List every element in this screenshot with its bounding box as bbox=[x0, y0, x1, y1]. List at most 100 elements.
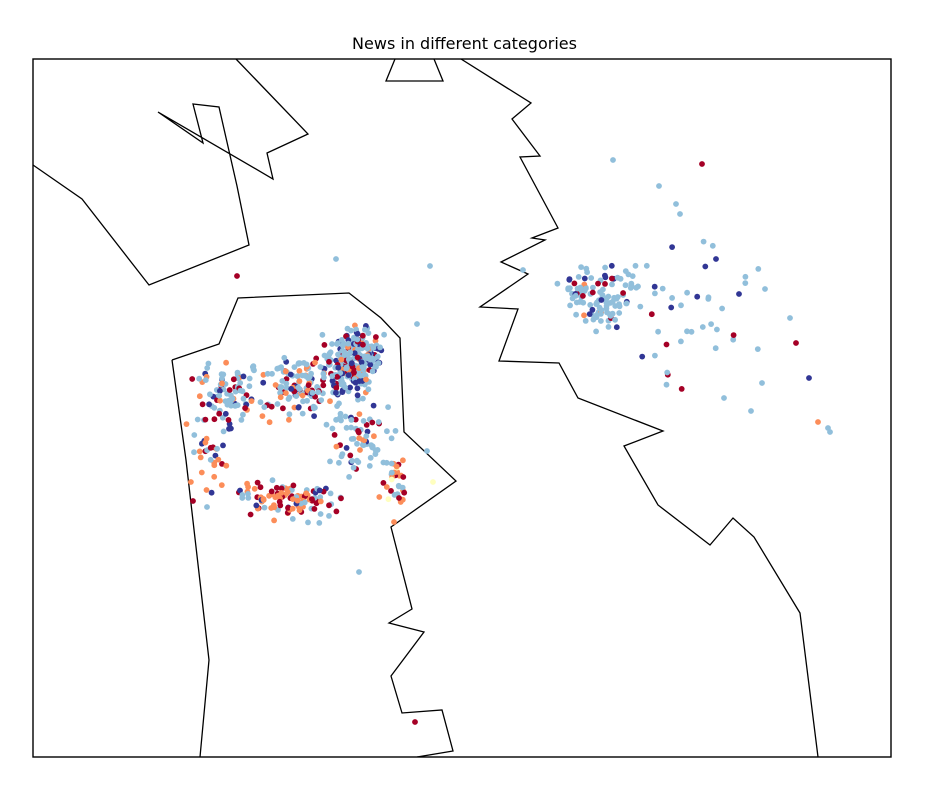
scatter-point bbox=[234, 369, 241, 376]
scatter-point bbox=[424, 448, 430, 454]
scatter-point bbox=[577, 284, 584, 291]
scatter-point bbox=[354, 331, 361, 337]
scatter-point bbox=[616, 303, 623, 310]
scatter-point bbox=[730, 332, 737, 338]
scatter-point bbox=[286, 411, 293, 418]
scatter-point bbox=[296, 368, 303, 374]
scatter-point bbox=[219, 380, 225, 387]
scatter-point bbox=[311, 413, 317, 419]
scatter-point bbox=[333, 508, 340, 515]
scatter-point bbox=[400, 474, 407, 480]
scatter-point bbox=[602, 264, 608, 271]
scatter-point bbox=[333, 443, 340, 450]
scatter-point bbox=[385, 404, 391, 410]
scatter-point bbox=[261, 504, 268, 511]
scatter-point bbox=[606, 311, 613, 317]
scatter-point bbox=[580, 293, 586, 299]
scatter-point bbox=[226, 397, 232, 404]
scatter-point bbox=[637, 303, 644, 310]
scatter-point bbox=[266, 492, 272, 499]
scatter-point bbox=[240, 411, 246, 418]
scatter-point bbox=[628, 280, 635, 287]
scatter-point bbox=[719, 305, 725, 312]
scatter-point bbox=[329, 373, 336, 379]
scatter-point bbox=[289, 505, 296, 512]
scatter-point bbox=[338, 417, 344, 424]
scatter-point bbox=[583, 285, 589, 292]
scatter-point bbox=[208, 489, 215, 496]
scatter-point bbox=[342, 384, 348, 391]
scatter-point bbox=[354, 336, 361, 343]
scatter-point bbox=[368, 442, 374, 448]
scatter-point bbox=[614, 294, 621, 300]
scatter-point bbox=[295, 404, 302, 411]
scatter-point bbox=[430, 479, 436, 485]
scatter-point bbox=[590, 316, 597, 323]
scatter-point bbox=[623, 300, 630, 307]
scatter-point bbox=[247, 511, 254, 518]
scatter-point bbox=[303, 490, 310, 497]
scatter-point bbox=[278, 485, 285, 492]
scatter-point bbox=[326, 502, 332, 509]
scatter-point bbox=[277, 389, 283, 396]
map-frame bbox=[32, 58, 892, 758]
scatter-point bbox=[588, 275, 595, 281]
scatter-point bbox=[320, 370, 327, 377]
scatter-point bbox=[251, 485, 258, 492]
scatter-point bbox=[352, 379, 359, 386]
scatter-point bbox=[203, 487, 210, 493]
scatter-point bbox=[652, 290, 658, 297]
chart-title: News in different categories bbox=[352, 34, 577, 53]
scatter-point bbox=[581, 275, 588, 282]
scatter-point bbox=[203, 435, 210, 442]
scatter-point bbox=[337, 370, 344, 376]
scatter-point bbox=[616, 310, 623, 316]
scatter-point bbox=[336, 459, 342, 466]
scatter-point bbox=[250, 366, 257, 373]
scatter-point bbox=[581, 312, 587, 319]
scatter-point bbox=[595, 280, 601, 287]
scatter-point bbox=[589, 306, 596, 313]
scatter-point bbox=[356, 411, 363, 417]
scatter-point bbox=[363, 422, 370, 428]
scatter-point bbox=[216, 392, 223, 399]
scatter-point bbox=[317, 498, 324, 505]
scatter-point bbox=[275, 492, 281, 499]
scatter-point bbox=[290, 482, 297, 489]
coastline-west bbox=[33, 59, 310, 286]
scatter-point bbox=[793, 340, 799, 346]
scatter-point bbox=[714, 326, 720, 333]
scatter-point bbox=[238, 417, 245, 423]
scatter-point bbox=[205, 360, 212, 367]
scatter-point bbox=[610, 157, 616, 163]
scatter-point bbox=[678, 302, 684, 309]
scatter-point bbox=[602, 272, 608, 279]
scatter-point bbox=[225, 417, 232, 423]
scatter-point bbox=[283, 385, 290, 391]
scatter-point bbox=[271, 517, 277, 524]
scatter-point bbox=[582, 318, 589, 324]
scatter-point bbox=[215, 456, 222, 463]
scatter-point bbox=[334, 340, 341, 347]
scatter-point bbox=[273, 484, 280, 491]
scatter-point bbox=[388, 435, 395, 442]
scatter-point bbox=[309, 496, 315, 502]
scatter-point bbox=[571, 280, 578, 287]
scatter-point bbox=[620, 290, 626, 296]
scatter-point bbox=[335, 364, 342, 371]
scatter-point bbox=[281, 354, 288, 361]
scatter-point bbox=[345, 351, 352, 358]
scatter-point bbox=[304, 397, 310, 404]
scatter-point bbox=[294, 373, 301, 380]
scatter-point bbox=[355, 429, 362, 436]
scatter-point bbox=[321, 352, 328, 359]
scatter-point bbox=[742, 273, 749, 280]
scatter-point bbox=[622, 268, 629, 274]
scatter-point bbox=[222, 410, 229, 417]
scatter-point bbox=[598, 318, 604, 324]
scatter-point bbox=[367, 361, 374, 368]
scatter-point bbox=[359, 332, 366, 339]
scatter-point bbox=[664, 369, 671, 376]
scatter-point bbox=[684, 289, 690, 296]
scatter-point bbox=[216, 410, 223, 417]
